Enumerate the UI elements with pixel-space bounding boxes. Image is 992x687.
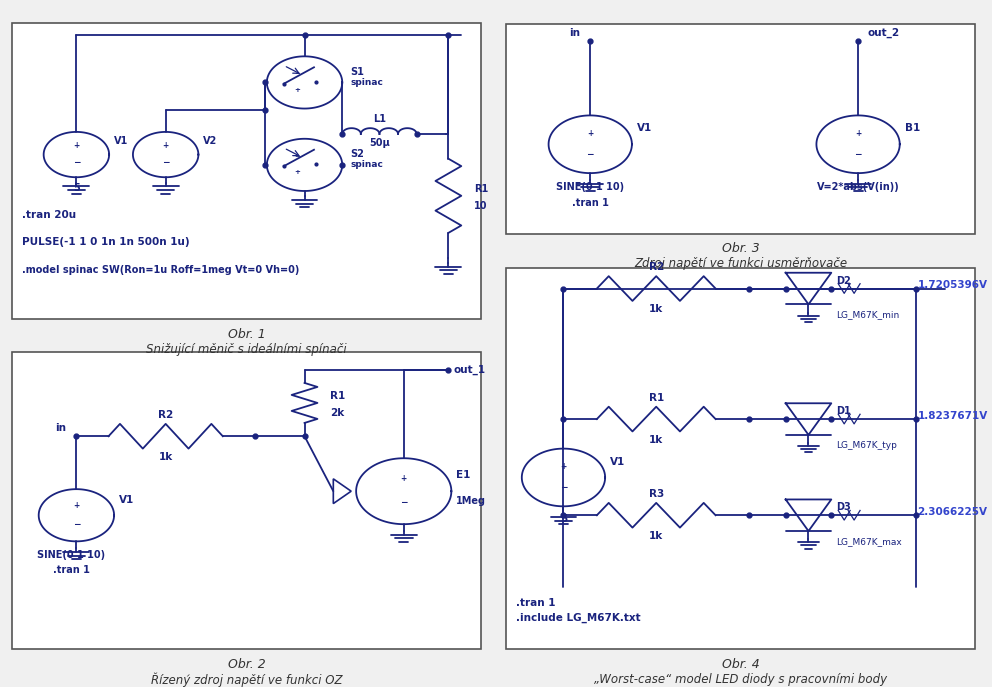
Text: V=2*abs(V(in)): V=2*abs(V(in)) xyxy=(816,182,900,192)
Text: 1k: 1k xyxy=(649,435,664,444)
Text: E1: E1 xyxy=(456,470,470,480)
Text: „Worst-case“ model LED diody s pracovními body: „Worst-case“ model LED diody s pracovním… xyxy=(594,673,887,686)
Text: Obr. 1: Obr. 1 xyxy=(227,328,266,341)
Text: R2: R2 xyxy=(158,410,174,420)
Text: S1: S1 xyxy=(350,67,364,77)
Text: V1: V1 xyxy=(114,136,128,146)
Text: 2.3066225V: 2.3066225V xyxy=(918,507,988,517)
Text: +: + xyxy=(163,142,169,150)
Text: 5: 5 xyxy=(73,183,79,192)
Text: R3: R3 xyxy=(649,489,664,499)
Text: D3: D3 xyxy=(836,502,851,513)
Text: PULSE(-1 1 0 1n 1n 500n 1u): PULSE(-1 1 0 1n 1n 500n 1u) xyxy=(22,237,189,247)
Text: 2k: 2k xyxy=(330,408,344,418)
Text: out_2: out_2 xyxy=(868,27,900,38)
Text: .model spinac SW(Ron=1u Roff=1meg Vt=0 Vh=0): .model spinac SW(Ron=1u Roff=1meg Vt=0 V… xyxy=(22,264,300,275)
Text: +: + xyxy=(73,501,79,510)
Text: 1k: 1k xyxy=(649,531,664,541)
Text: 1.8237671V: 1.8237671V xyxy=(918,411,988,421)
Text: 1k: 1k xyxy=(159,452,173,462)
Text: spinac: spinac xyxy=(350,160,383,170)
Text: Zdroj napětí ve funkci usměrňovače: Zdroj napětí ve funkci usměrňovače xyxy=(634,258,847,270)
Text: −: − xyxy=(854,150,862,159)
Text: −: − xyxy=(162,158,170,167)
Text: LG_M67K_min: LG_M67K_min xyxy=(836,310,900,319)
Text: Obr. 3: Obr. 3 xyxy=(721,243,760,255)
Text: V1: V1 xyxy=(610,457,625,466)
Text: Řízený zdroj napětí ve funkci OZ: Řízený zdroj napětí ve funkci OZ xyxy=(151,672,342,687)
Text: R2: R2 xyxy=(649,262,664,272)
Text: LG_M67K_max: LG_M67K_max xyxy=(836,537,902,546)
Text: in: in xyxy=(56,423,66,433)
Text: .tran 1: .tran 1 xyxy=(53,565,90,575)
Text: LG_M67K_typ: LG_M67K_typ xyxy=(836,440,897,450)
Text: 1Meg: 1Meg xyxy=(456,496,486,506)
Text: .tran 1: .tran 1 xyxy=(516,598,556,608)
Text: −: − xyxy=(586,150,594,159)
Text: 50μ: 50μ xyxy=(369,138,390,148)
Text: −: − xyxy=(559,483,567,492)
Text: +: + xyxy=(855,128,861,138)
Text: −: − xyxy=(72,520,80,529)
Text: R1: R1 xyxy=(330,391,345,401)
Text: −: − xyxy=(294,153,300,159)
Text: +: + xyxy=(294,87,300,93)
Text: +: + xyxy=(560,462,566,471)
Text: .tran 1: .tran 1 xyxy=(571,198,609,207)
Text: D2: D2 xyxy=(836,275,851,286)
Text: −: − xyxy=(294,71,300,77)
Text: out_1: out_1 xyxy=(453,365,485,374)
Text: +: + xyxy=(401,474,407,483)
Text: S2: S2 xyxy=(350,150,364,159)
Text: 1.7205396V: 1.7205396V xyxy=(918,280,988,291)
Text: D1: D1 xyxy=(836,406,851,416)
Text: 5: 5 xyxy=(559,514,567,523)
Text: V2: V2 xyxy=(203,136,217,146)
Text: Snižující měnič s ideálními spínači: Snižující měnič s ideálními spínači xyxy=(146,344,347,356)
Text: SINE(0 1 10): SINE(0 1 10) xyxy=(557,182,624,192)
Text: Obr. 2: Obr. 2 xyxy=(227,658,266,671)
Text: B1: B1 xyxy=(905,124,920,133)
Text: R1: R1 xyxy=(649,393,664,403)
Text: 10: 10 xyxy=(474,201,488,211)
Text: SINE(0 1 10): SINE(0 1 10) xyxy=(38,550,105,560)
Text: V1: V1 xyxy=(637,124,652,133)
Text: in: in xyxy=(569,27,580,38)
Bar xyxy=(506,24,975,234)
Text: Obr. 4: Obr. 4 xyxy=(721,658,760,671)
Text: +: + xyxy=(73,142,79,150)
Text: V1: V1 xyxy=(119,495,134,504)
Text: R1: R1 xyxy=(474,184,488,194)
Text: spinac: spinac xyxy=(350,78,383,87)
Text: −: − xyxy=(400,498,408,507)
Text: 1k: 1k xyxy=(649,304,664,314)
Bar xyxy=(12,23,481,319)
Text: −: − xyxy=(72,158,80,167)
Text: L1: L1 xyxy=(373,114,386,124)
Text: .include LG_M67K.txt: .include LG_M67K.txt xyxy=(516,613,641,623)
Text: +: + xyxy=(587,128,593,138)
Text: +: + xyxy=(294,169,300,175)
Bar xyxy=(12,352,481,649)
Bar xyxy=(506,268,975,649)
Text: .tran 20u: .tran 20u xyxy=(22,210,76,220)
